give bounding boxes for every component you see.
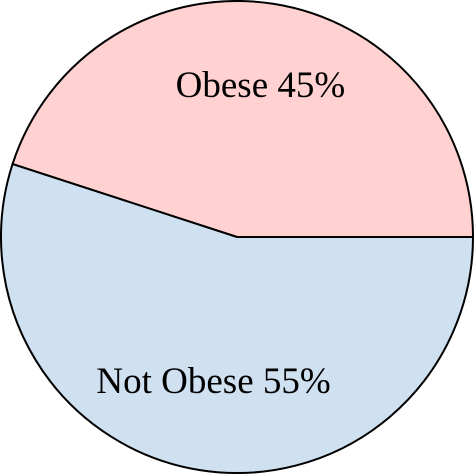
slice-label: Not Obese 55% [96, 361, 330, 402]
category-label: Not Obese [96, 361, 253, 402]
pie-slice [11, 0, 475, 238]
value-label: 55% [263, 361, 331, 402]
category-label: Obese [176, 65, 268, 106]
value-label: 45% [277, 65, 345, 106]
slice-label: Obese 45% [176, 65, 346, 106]
pie-slice [0, 162, 475, 474]
